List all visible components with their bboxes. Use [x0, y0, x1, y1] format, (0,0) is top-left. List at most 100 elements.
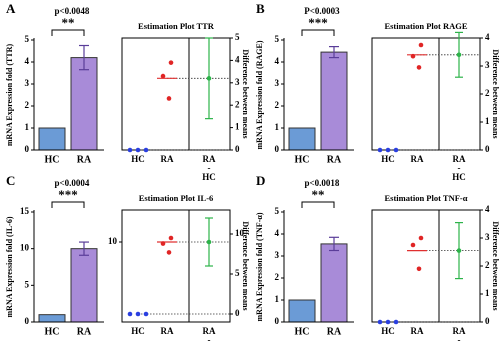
y2-tick-label: 2: [235, 99, 240, 109]
y2-tick-label: 5: [235, 32, 240, 42]
significance: **: [312, 187, 325, 202]
p-value: p<0.0018: [305, 178, 340, 188]
y-tick-label: 2: [25, 100, 30, 110]
chart-title: Estimation Plot RAGE: [384, 21, 467, 31]
panel-label: D: [256, 173, 265, 188]
ra-point: [168, 60, 174, 65]
panel-label: B: [256, 1, 265, 16]
hc-point: [135, 147, 141, 153]
hc-point: [127, 147, 133, 153]
axes: [33, 38, 104, 151]
y2-tick-label: 2: [485, 260, 490, 270]
bar: [320, 243, 348, 323]
x-tick-label: HC: [295, 154, 310, 165]
y2-tick-label: 1: [485, 288, 490, 298]
hc-point: [143, 311, 149, 317]
y2-axis-label: Difference between means: [491, 49, 500, 138]
y-tick-label: 4: [275, 56, 280, 66]
ra-point: [416, 65, 422, 70]
bar: [70, 57, 98, 151]
hc-point: [127, 311, 133, 317]
ra-point: [166, 96, 172, 101]
y-tick-label: 0: [275, 144, 280, 154]
x-tick-label: HC: [381, 326, 395, 336]
ra-point: [416, 266, 422, 272]
bar: [288, 127, 316, 151]
ra-point: [418, 42, 424, 48]
y-axis-label: mRNA Expression fold (RAGE): [255, 40, 264, 149]
x-tick-label: RA: [411, 326, 424, 336]
y2-tick-label: 0: [235, 144, 240, 154]
y-tick-label: 10: [108, 236, 118, 246]
y-tick-label: 2: [275, 272, 280, 282]
x-tick-label: HC: [131, 154, 145, 164]
hc-point: [393, 147, 399, 153]
difference-point: [206, 76, 212, 81]
y2-tick-label: 2: [485, 88, 490, 98]
y2-tick-label: 4: [235, 54, 240, 64]
y-tick-label: 0: [275, 316, 280, 326]
y-tick-label: 0: [25, 316, 30, 326]
plot-frame: [121, 37, 231, 151]
y2-tick-label: 0: [235, 308, 240, 318]
y2-tick-label: 4: [485, 32, 490, 42]
x-tick-label: RA: [327, 326, 342, 337]
y2-tick-label: 4: [485, 204, 490, 214]
hc-point: [135, 311, 141, 317]
y-tick-label: 4: [25, 56, 30, 66]
y2-axis-label: Difference between means: [241, 49, 250, 138]
x-tick-label: RA: [161, 154, 174, 164]
chart-title: Estimation Plot IL-6: [139, 193, 214, 203]
bar: [70, 248, 98, 323]
y2-tick-label: 3: [485, 232, 490, 242]
y2-axis-label: Difference between means: [241, 221, 250, 310]
y2-tick-label: 1: [485, 116, 490, 126]
hc-point: [385, 147, 391, 153]
axes: [283, 38, 354, 151]
x-tick-label: HC: [295, 326, 310, 337]
x-tick-label: HC: [381, 154, 395, 164]
significance-bracket: [301, 201, 335, 208]
x-tick-label: RA: [327, 154, 342, 165]
x-tick-label: RA-HC: [452, 154, 466, 182]
y-tick-label: 5: [25, 34, 30, 44]
x-tick-label: RA-HC: [202, 326, 216, 345]
bar: [38, 314, 66, 323]
y-tick-label: 1: [275, 122, 280, 132]
x-tick-label: RA: [161, 326, 174, 336]
y-tick-label: 15: [20, 206, 30, 216]
y2-tick-label: 0: [485, 144, 490, 154]
bar: [320, 51, 348, 151]
chart-title: Estimation Plot TTR: [138, 21, 215, 31]
y-tick-label: 5: [25, 279, 30, 289]
x-tick-label: RA: [77, 326, 92, 337]
difference-point: [206, 239, 212, 245]
ra-point: [410, 53, 416, 59]
bar: [288, 299, 316, 323]
y-tick-label: 1: [25, 122, 30, 132]
x-tick-label: HC: [45, 154, 60, 165]
difference-point: [456, 52, 462, 58]
axes: [283, 210, 354, 323]
y-tick-label: 5: [275, 206, 280, 216]
x-tick-label: HC: [131, 326, 145, 336]
y2-tick-label: 1: [235, 122, 240, 132]
bar: [38, 127, 66, 151]
hc-point: [143, 147, 149, 153]
panel-label: C: [6, 173, 15, 188]
y-axis-label: mRNA Expression fold (TTR): [5, 44, 14, 147]
x-tick-label: RA: [411, 154, 424, 164]
significance: ***: [58, 187, 78, 202]
y2-tick-label: 5: [235, 268, 240, 278]
y-tick-label: 3: [275, 250, 280, 260]
y-tick-label: 10: [20, 243, 30, 253]
p-value: p<0.0048: [55, 6, 90, 16]
y-axis-label: mRNA Expression fold (IL-6): [5, 216, 14, 317]
hc-point: [385, 319, 391, 325]
hc-point: [393, 319, 399, 325]
y-tick-label: 4: [275, 228, 280, 238]
p-value: p<0.0004: [55, 178, 90, 188]
y-tick-label: 1: [275, 294, 280, 304]
x-tick-label: RA-HC: [452, 326, 466, 345]
ra-point: [160, 241, 166, 246]
